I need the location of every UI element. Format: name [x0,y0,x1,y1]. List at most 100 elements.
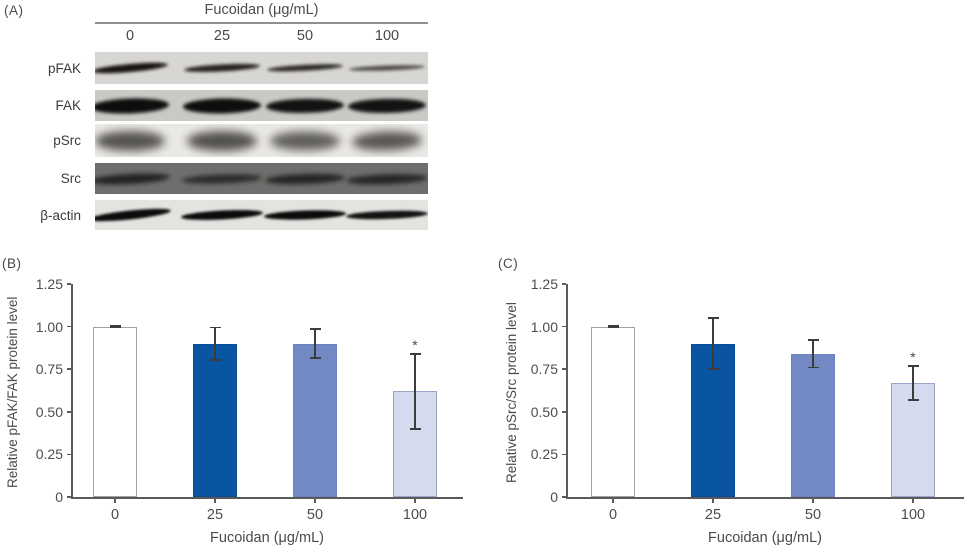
x-tick-label: 0 [608,507,618,523]
bar-0 [93,326,137,497]
y-tick-label: 0.25 [530,446,558,463]
significance-asterisk: * [910,348,916,365]
blot-treatment-header: Fucoidan (μg/mL) [204,2,319,18]
blot-band [183,62,261,74]
blot-band [346,172,428,185]
bar-25 [193,343,237,497]
blot-strip-actin [95,200,428,230]
error-bar-cap-bottom [109,326,121,329]
y-tick-mark [67,325,71,328]
x-tick-mark [612,498,614,503]
x-tick-label: 100 [900,507,926,523]
error-bar-cap-top [409,353,421,355]
error-bar-cap-top [707,317,719,319]
error-bar-cap-bottom [309,357,321,359]
x-tick-label: 25 [704,507,722,523]
y-tick-mark [67,411,71,413]
y-tick-label: 1.25 [35,276,63,292]
x-axis-line [71,497,463,499]
blot-band [347,97,427,114]
blot-row-label-src: Src [60,171,81,186]
x-axis-line [566,497,964,499]
y-tick-label: 0.50 [35,403,63,420]
error-bar-line [214,327,216,360]
x-tick-mark [314,498,316,503]
blot-band [95,130,165,151]
y-tick-mark [67,496,71,498]
bar-50 [791,353,835,497]
x-axis-title: Fucoidan (μg/mL) [210,530,324,546]
error-bar-cap-top [907,364,919,367]
panel-label: (C) [498,256,519,271]
blot-band [345,209,428,221]
x-tick-mark [912,498,914,503]
panel-label: (B) [2,256,22,271]
y-tick-label: 1.25 [530,276,558,292]
error-bar-cap-bottom [607,326,619,329]
y-axis-line [566,284,568,498]
blot-row-label-actin: β-actin [40,207,81,223]
y-tick-mark [67,368,71,370]
y-tick-mark [562,368,566,370]
y-tick-mark [562,411,566,413]
y-tick-label: 0.50 [530,403,558,420]
blot-band [266,62,344,74]
blot-header-rule [95,22,428,24]
error-bar-cap-bottom [807,366,819,369]
blot-band [351,129,423,152]
error-bar-cap-top [807,339,819,342]
error-bar-cap-top [309,328,321,330]
x-tick-label: 50 [804,507,822,523]
blot-band [181,172,263,185]
blot-band [264,172,346,185]
y-axis-title: Relative pFAK/FAK protein level [5,296,20,489]
x-tick-mark [114,498,116,503]
chart-panel-c: (C) Relative pSrc/Src protein level 0 0.25 0… [480,255,964,553]
blot-band [265,97,345,114]
y-tick-label: 1.00 [35,318,63,335]
blot-strip-pfak [95,52,428,84]
lane-label-0: 0 [125,28,135,44]
x-tick-mark [214,498,216,503]
blot-band [180,208,264,222]
blot-band [348,64,426,72]
x-tick-mark [712,498,714,503]
error-bar-cap-top [607,324,619,327]
error-bar-line [812,340,814,368]
lane-label-50: 50 [296,28,314,44]
y-axis-line [71,284,73,498]
blot-strip-psrc [95,124,428,157]
x-tick-label: 100 [402,507,428,523]
x-axis-title: Fucoidan (μg/mL) [708,530,822,546]
y-tick-mark [562,496,566,498]
lane-label-25: 25 [213,28,231,44]
y-tick-label: 1.00 [530,318,558,335]
y-tick-mark [562,283,566,285]
blot-row-label-psrc: pSrc [53,133,81,148]
error-bar-cap-bottom [409,428,421,430]
blot-band [95,171,171,186]
y-axis-title: Relative pSrc/Src protein level [504,302,519,483]
x-tick-mark [414,498,416,503]
error-bar-cap-top [109,324,121,327]
panel-a: (A) Fucoidan (μg/mL) 0 25 50 100 pFAK FAK pSr… [0,0,470,250]
x-tick-label: 50 [306,507,324,523]
blot-band [95,60,169,76]
x-tick-label: 0 [110,507,120,523]
blot-band [95,96,170,115]
x-tick-label: 25 [206,507,224,523]
blot-band [263,209,347,221]
y-tick-label: 0.25 [35,446,63,463]
error-bar-cap-bottom [907,399,919,401]
y-tick-label: 0 [550,489,558,505]
bar-0 [591,326,635,497]
blot-strip-fak [95,90,428,121]
bar-50 [293,343,337,497]
error-bar-line [414,353,416,429]
error-bar-cap-bottom [707,368,719,370]
significance-asterisk: * [412,336,418,353]
x-tick-mark [812,498,814,503]
y-tick-label: 0.75 [35,361,63,378]
y-tick-mark [67,283,71,285]
